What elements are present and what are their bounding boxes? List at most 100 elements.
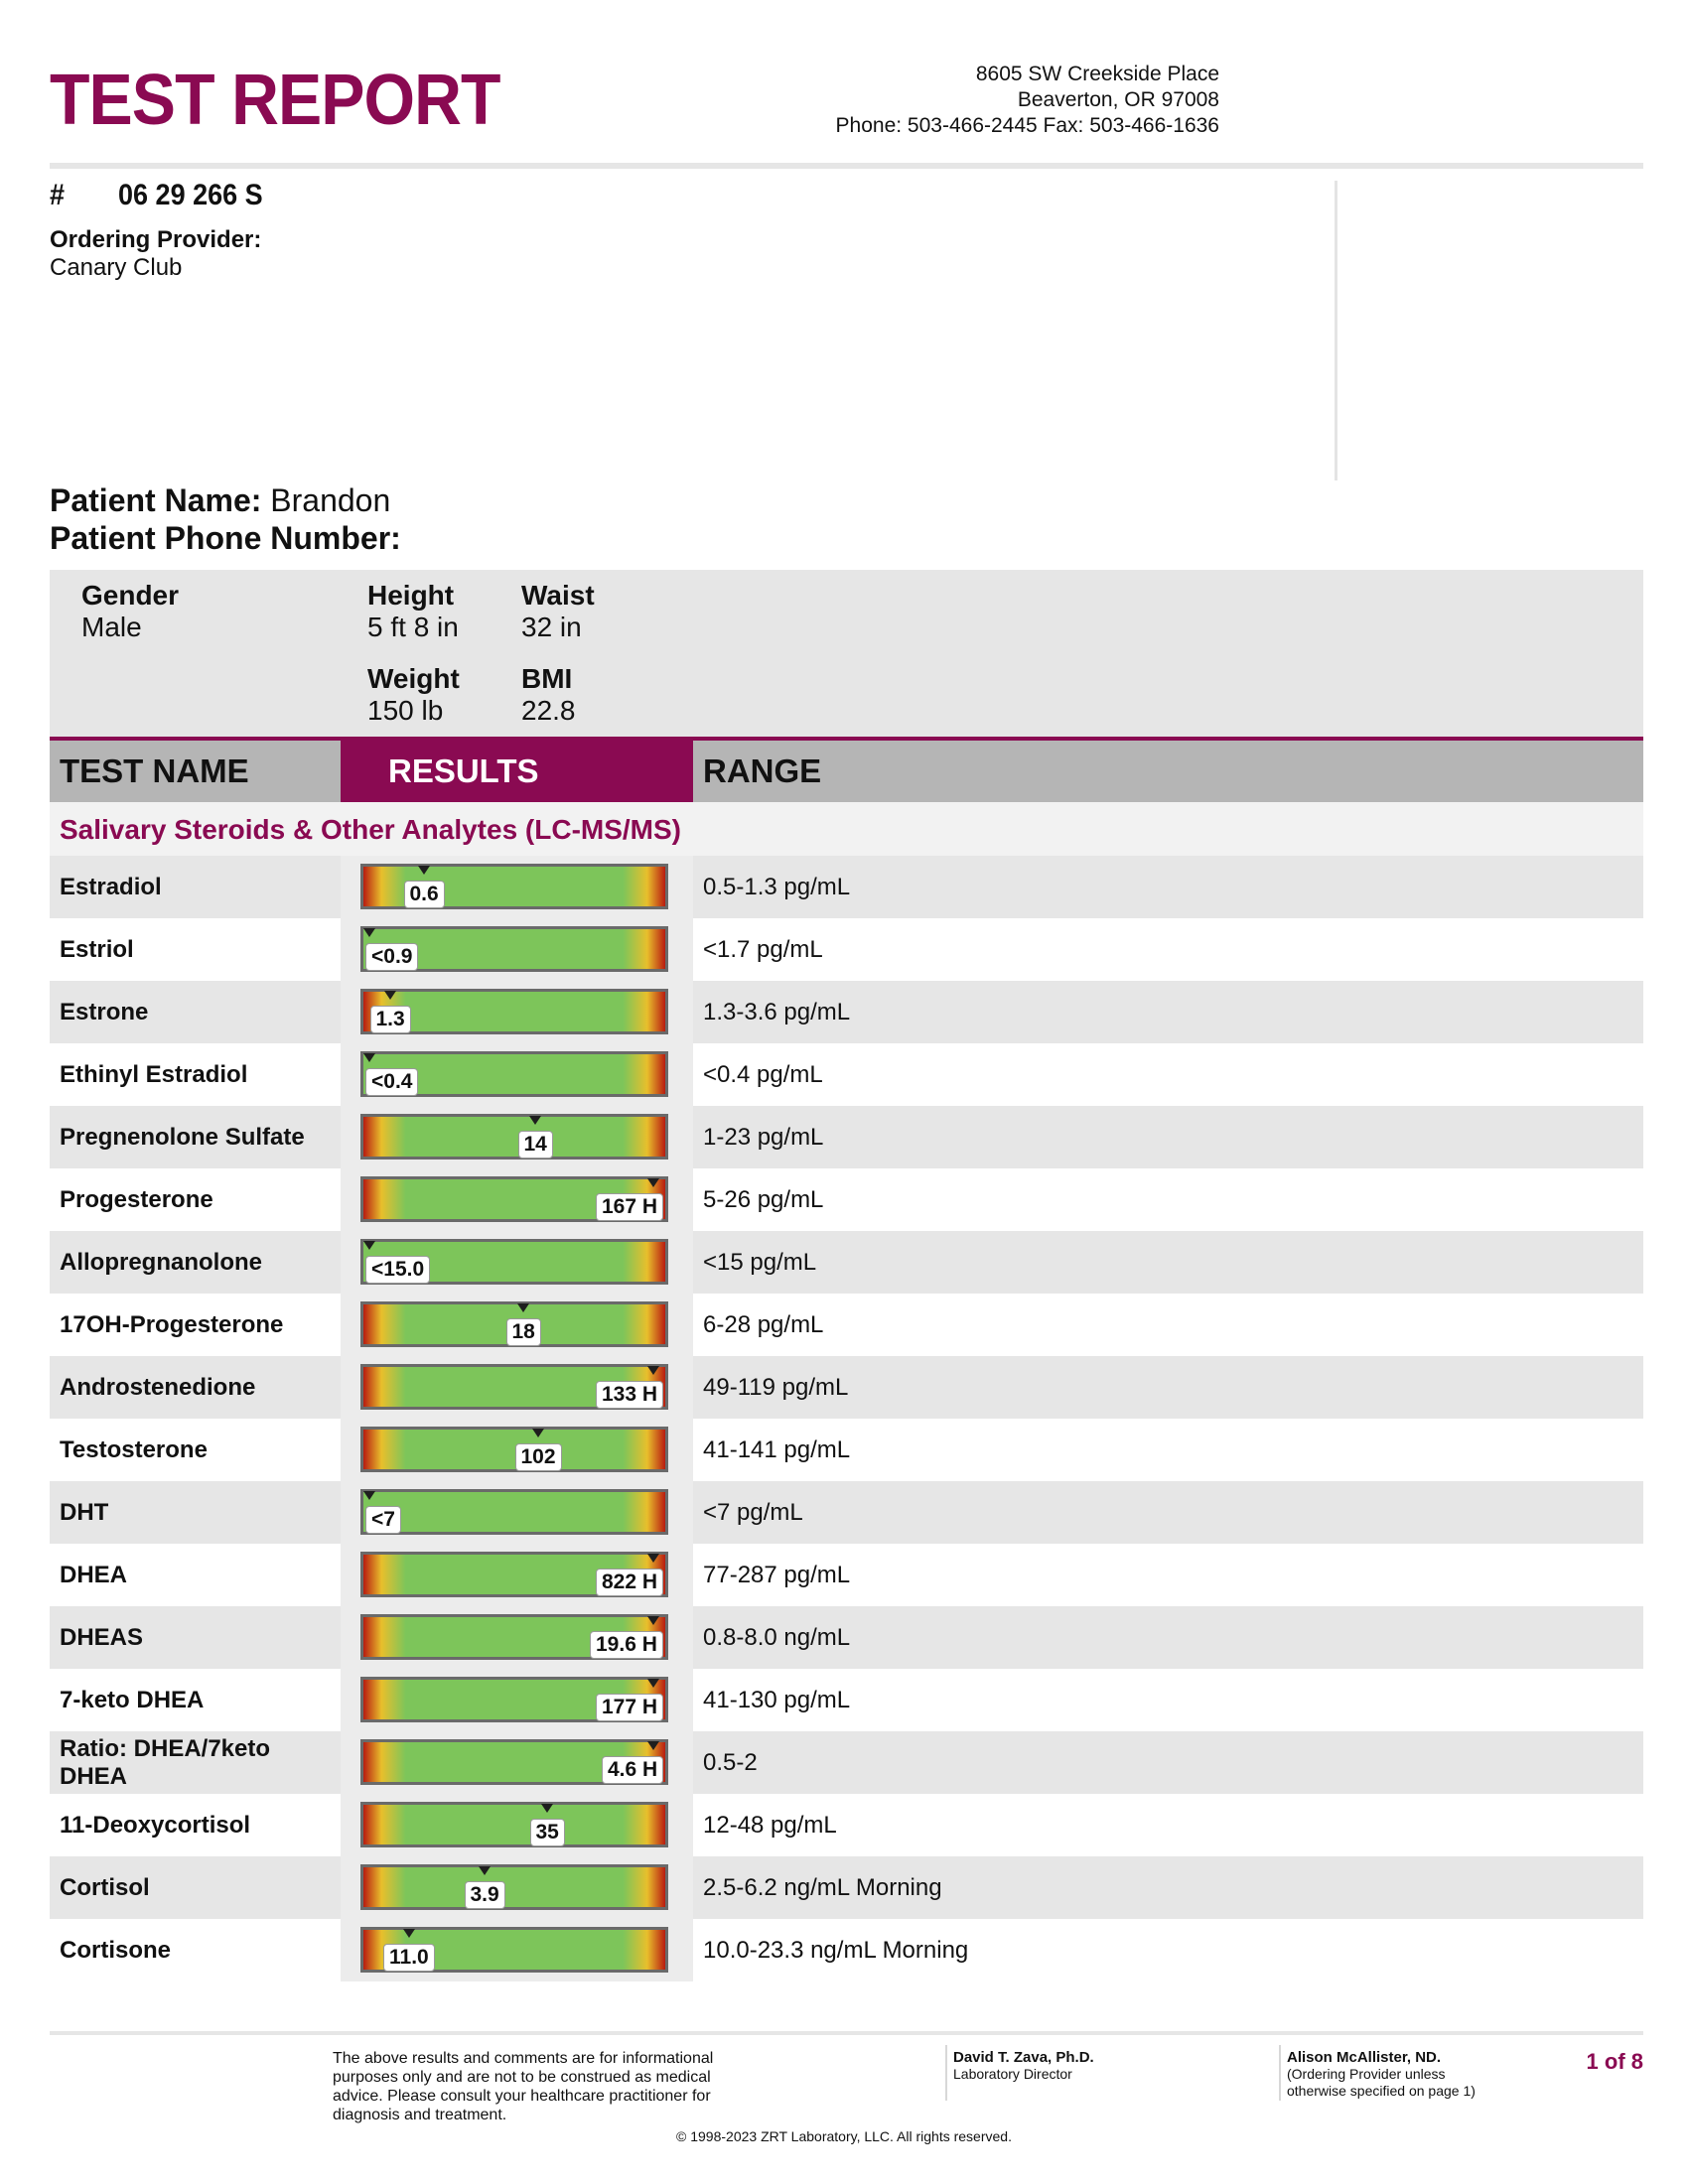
test-name: Androstenedione	[60, 1373, 256, 1401]
test-name: 11-Deoxycortisol	[60, 1811, 251, 1839]
table-row: Ethinyl Estradiol <0.4 <0.4 pg/mL	[50, 1043, 1643, 1106]
result-marker-icon	[647, 1741, 659, 1750]
result-value: 822 H	[596, 1569, 664, 1596]
result-value: 1.3	[369, 1006, 411, 1033]
reference-range: <15 pg/mL	[703, 1248, 817, 1276]
gender-label: Gender	[81, 580, 180, 611]
result-value: 18	[505, 1318, 541, 1346]
result-gauge-bar: <0.4	[360, 1051, 668, 1097]
reference-range: 10.0-23.3 ng/mL Morning	[703, 1936, 969, 1964]
result-marker-icon	[363, 928, 375, 937]
section-header: Salivary Steroids & Other Analytes (LC-M…	[50, 802, 1643, 856]
waist-value: 32 in	[521, 612, 582, 642]
section-title: Salivary Steroids & Other Analytes (LC-M…	[60, 814, 681, 845]
result-cell: <15.0	[341, 1231, 693, 1294]
page-number: 1 of 8	[1586, 2049, 1643, 2074]
result-gauge-bar: 1.3	[360, 989, 668, 1034]
result-cell: <7	[341, 1481, 693, 1544]
result-cell: 18	[341, 1294, 693, 1356]
result-marker-icon	[532, 1429, 544, 1437]
table-row: Allopregnanolone <15.0 <15 pg/mL	[50, 1231, 1643, 1294]
test-name: 7-keto DHEA	[60, 1686, 205, 1713]
signature-divider	[1279, 2045, 1281, 2101]
result-cell: 14	[341, 1106, 693, 1168]
table-row: Cortisone 11.0 10.0-23.3 ng/mL Morning	[50, 1919, 1643, 1981]
result-cell: <0.9	[341, 918, 693, 981]
result-value: 0.6	[403, 881, 445, 908]
account-number: #06 29 266 S	[50, 179, 263, 212]
weight-label: Weight	[367, 663, 460, 694]
result-marker-icon	[647, 1554, 659, 1563]
reference-range: 41-141 pg/mL	[703, 1435, 851, 1463]
table-row: DHEA 822 H 77-287 pg/mL	[50, 1544, 1643, 1606]
reference-range: 0.8-8.0 ng/mL	[703, 1623, 851, 1651]
bmi-label: BMI	[521, 663, 573, 694]
header-vertical-divider	[1335, 181, 1337, 480]
result-cell: 822 H	[341, 1544, 693, 1606]
demographics-panel: Gender Male Height 5 ft 8 in Waist 32 in…	[50, 570, 1643, 737]
result-gauge-bar: 14	[360, 1114, 668, 1160]
result-gauge-bar: 19.6 H	[360, 1614, 668, 1660]
result-gauge-bar: 167 H	[360, 1176, 668, 1222]
reference-range: 0.5-2	[703, 1748, 758, 1776]
provider-name: Alison McAllister, ND.	[1287, 2049, 1442, 2066]
result-marker-icon	[647, 1616, 659, 1625]
result-marker-icon	[517, 1303, 529, 1312]
result-value: 133 H	[596, 1381, 664, 1409]
result-marker-icon	[418, 866, 430, 875]
result-value: 19.6 H	[590, 1631, 663, 1659]
result-gauge-bar: 133 H	[360, 1364, 668, 1410]
reference-range: 0.5-1.3 pg/mL	[703, 873, 851, 900]
result-marker-icon	[647, 1366, 659, 1375]
director-signature: David T. Zava, Ph.D. Laboratory Director	[953, 2049, 1094, 2083]
result-cell: <0.4	[341, 1043, 693, 1106]
table-row: 17OH-Progesterone 18 6-28 pg/mL	[50, 1294, 1643, 1356]
result-gauge-bar: <0.9	[360, 926, 668, 972]
ordering-provider-value: Canary Club	[50, 254, 183, 281]
result-value: 167 H	[596, 1193, 664, 1221]
result-gauge-bar: 4.6 H	[360, 1739, 668, 1785]
director-title: Laboratory Director	[953, 2066, 1072, 2082]
height-value: 5 ft 8 in	[367, 612, 459, 642]
patient-name: Patient Name: Brandon	[50, 482, 390, 519]
test-name: Testosterone	[60, 1435, 208, 1463]
gender-value: Male	[81, 612, 142, 642]
waist-label: Waist	[521, 580, 595, 611]
test-name: Cortisol	[60, 1873, 150, 1901]
account-number-value: 06 29 266 S	[118, 179, 263, 211]
address-street: 8605 SW Creekside Place	[975, 63, 1219, 85]
result-gauge-bar: 177 H	[360, 1677, 668, 1722]
result-marker-icon	[647, 1679, 659, 1688]
test-name: 17OH-Progesterone	[60, 1310, 284, 1338]
patient-name-label: Patient Name:	[50, 482, 262, 518]
test-name: Ratio: DHEA/7keto DHEA	[60, 1734, 271, 1790]
test-name: Cortisone	[60, 1936, 172, 1964]
result-cell: 19.6 H	[341, 1606, 693, 1669]
lab-address: 8605 SW Creekside Place Beaverton, OR 97…	[836, 62, 1219, 139]
result-gauge-bar: 822 H	[360, 1552, 668, 1597]
reference-range: 12-48 pg/mL	[703, 1811, 837, 1839]
result-cell: 1.3	[341, 981, 693, 1043]
account-hash: #	[50, 179, 66, 211]
table-row: Cortisol 3.9 2.5-6.2 ng/mL Morning	[50, 1856, 1643, 1919]
table-row: 11-Deoxycortisol 35 12-48 pg/mL	[50, 1794, 1643, 1856]
test-name: Ethinyl Estradiol	[60, 1060, 248, 1088]
reference-range: <1.7 pg/mL	[703, 935, 823, 963]
result-gauge-bar: 0.6	[360, 864, 668, 909]
weight-value: 150 lb	[367, 695, 444, 726]
result-gauge-bar: <15.0	[360, 1239, 668, 1285]
copyright: © 1998-2023 ZRT Laboratory, LLC. All rig…	[676, 2128, 1012, 2144]
result-gauge-bar: 18	[360, 1301, 668, 1347]
result-marker-icon	[384, 991, 396, 1000]
test-name: Estrone	[60, 998, 149, 1025]
result-cell: 167 H	[341, 1168, 693, 1231]
test-name: DHEAS	[60, 1623, 144, 1651]
result-value: 4.6 H	[602, 1756, 664, 1784]
test-name: Pregnenolone Sulfate	[60, 1123, 305, 1151]
result-gauge-bar: 3.9	[360, 1864, 668, 1910]
result-cell: 102	[341, 1419, 693, 1481]
result-cell: 4.6 H	[341, 1731, 693, 1794]
address-city: Beaverton, OR 97008	[1017, 88, 1219, 111]
result-marker-icon	[479, 1866, 491, 1875]
provider-signature: Alison McAllister, ND. (Ordering Provide…	[1287, 2049, 1485, 2100]
